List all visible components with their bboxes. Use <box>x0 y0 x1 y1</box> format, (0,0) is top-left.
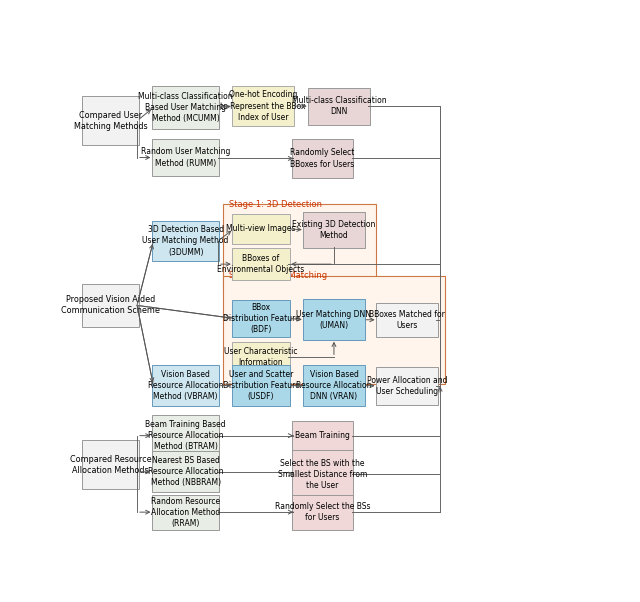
Text: One-hot Encoding
to Represent the BBox
Index of User: One-hot Encoding to Represent the BBox I… <box>220 90 306 122</box>
Text: Beam Training: Beam Training <box>295 431 350 440</box>
FancyBboxPatch shape <box>152 140 220 176</box>
FancyBboxPatch shape <box>223 204 376 289</box>
FancyBboxPatch shape <box>83 284 138 327</box>
FancyBboxPatch shape <box>152 452 220 492</box>
Text: Existing 3D Detection
Method: Existing 3D Detection Method <box>292 220 376 240</box>
Text: Proposed Vision Aided
Communication Scheme: Proposed Vision Aided Communication Sche… <box>61 296 160 315</box>
FancyBboxPatch shape <box>292 450 353 498</box>
Text: Power Allocation and
User Scheduling: Power Allocation and User Scheduling <box>367 376 447 396</box>
FancyBboxPatch shape <box>152 494 220 530</box>
Text: BBoxes of
Environmental Objects: BBoxes of Environmental Objects <box>218 254 305 274</box>
Text: Random Resource
Allocation Method
(RRAM): Random Resource Allocation Method (RRAM) <box>151 497 220 528</box>
Text: Randomly Select the BSs
for Users: Randomly Select the BSs for Users <box>275 502 371 522</box>
FancyBboxPatch shape <box>303 299 365 340</box>
Text: User Matching DNN
(UMAN): User Matching DNN (UMAN) <box>296 309 371 330</box>
FancyBboxPatch shape <box>376 303 438 337</box>
Text: Vision Based
Resource Allocation
DNN (VRAN): Vision Based Resource Allocation DNN (VR… <box>296 370 372 401</box>
FancyBboxPatch shape <box>223 276 445 384</box>
FancyBboxPatch shape <box>152 85 220 129</box>
FancyBboxPatch shape <box>303 212 365 248</box>
Text: User Characteristic
Information: User Characteristic Information <box>224 347 298 367</box>
Text: BBox
Distribution Feature
(BDF): BBox Distribution Feature (BDF) <box>223 303 300 334</box>
FancyBboxPatch shape <box>376 367 438 405</box>
FancyBboxPatch shape <box>232 85 294 126</box>
Text: BBoxes Matched for
Users: BBoxes Matched for Users <box>369 309 445 330</box>
FancyBboxPatch shape <box>232 248 290 281</box>
FancyBboxPatch shape <box>152 220 220 261</box>
FancyBboxPatch shape <box>152 415 220 456</box>
Text: User and Scatter
Distribution Feature
(USDF): User and Scatter Distribution Feature (U… <box>223 370 300 401</box>
Text: Randomly Select
BBoxes for Users: Randomly Select BBoxes for Users <box>291 149 355 169</box>
FancyBboxPatch shape <box>292 421 353 450</box>
Text: Compared Resource
Allocation Methods: Compared Resource Allocation Methods <box>70 455 151 475</box>
FancyBboxPatch shape <box>303 365 365 406</box>
Text: Stage 1: 3D Detection: Stage 1: 3D Detection <box>229 199 322 208</box>
Text: Multi-class Classification
Based User Matching
Method (MCUMM): Multi-class Classification Based User Ma… <box>138 92 233 123</box>
FancyBboxPatch shape <box>232 300 290 337</box>
Text: Stage 2: User Matching: Stage 2: User Matching <box>229 271 327 280</box>
Text: Random User Matching
Method (RUMM): Random User Matching Method (RUMM) <box>141 147 230 167</box>
Text: Select the BS with the
Smallest Distance from
the User: Select the BS with the Smallest Distance… <box>278 459 367 490</box>
FancyBboxPatch shape <box>83 96 138 146</box>
Text: Compared User
Matching Methods: Compared User Matching Methods <box>74 111 147 131</box>
Text: Vision Based
Resource Allocation
Method (VBRAM): Vision Based Resource Allocation Method … <box>148 370 223 401</box>
FancyBboxPatch shape <box>83 440 138 489</box>
Text: Multi-view Images: Multi-view Images <box>227 225 296 234</box>
FancyBboxPatch shape <box>232 343 290 372</box>
FancyBboxPatch shape <box>232 365 290 406</box>
Text: 3D Detection Based
User Matching Method
(3DUMM): 3D Detection Based User Matching Method … <box>143 225 229 256</box>
FancyBboxPatch shape <box>152 365 220 406</box>
FancyBboxPatch shape <box>308 87 370 125</box>
Text: Multi-class Classification
DNN: Multi-class Classification DNN <box>292 96 386 116</box>
Text: Nearest BS Based
Resource Allocation
Method (NBBRAM): Nearest BS Based Resource Allocation Met… <box>148 456 223 488</box>
FancyBboxPatch shape <box>292 494 353 530</box>
Text: Beam Training Based
Resource Allocation
Method (BTRAM): Beam Training Based Resource Allocation … <box>145 420 226 452</box>
FancyBboxPatch shape <box>292 139 353 178</box>
FancyBboxPatch shape <box>232 214 290 244</box>
